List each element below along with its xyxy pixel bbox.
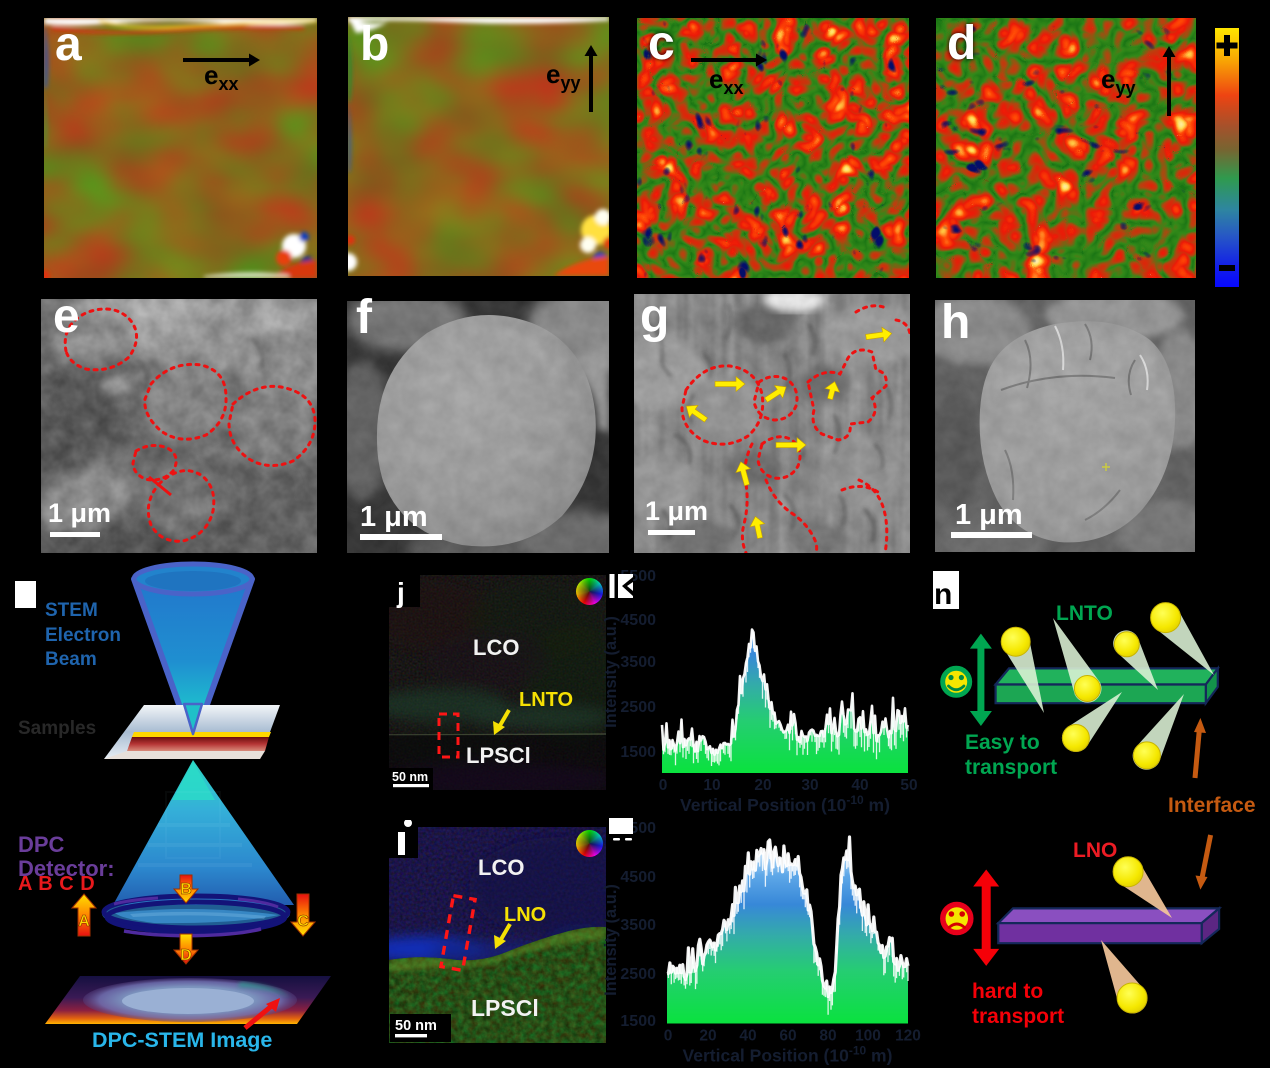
svg-text:Vertical Position (10-10 m): Vertical Position (10-10 m) — [683, 1044, 893, 1066]
svg-text:B: B — [180, 881, 192, 898]
svg-text:Intensity (a.u.): Intensity (a.u.) — [602, 616, 620, 728]
svg-text:40: 40 — [739, 1028, 756, 1045]
svg-text:1 μm: 1 μm — [360, 501, 428, 533]
svg-text:j: j — [396, 577, 405, 608]
svg-text:LPSCl: LPSCl — [471, 995, 539, 1021]
svg-text:20: 20 — [754, 777, 771, 794]
svg-text:Beam: Beam — [45, 649, 97, 670]
svg-text:LPSCl: LPSCl — [466, 743, 531, 768]
svg-text:hard to: hard to — [972, 980, 1043, 1003]
svg-text:Intensity (a.u.): Intensity (a.u.) — [602, 884, 620, 996]
svg-text:50: 50 — [900, 777, 917, 794]
svg-text:DPC: DPC — [18, 832, 65, 857]
svg-text:120: 120 — [895, 1028, 921, 1045]
svg-text:1500: 1500 — [620, 744, 656, 761]
svg-text:Samples: Samples — [18, 718, 96, 739]
svg-text:LNTO: LNTO — [519, 689, 573, 711]
svg-text:1 μm: 1 μm — [955, 499, 1023, 531]
svg-text:2500: 2500 — [620, 966, 656, 983]
svg-text:40: 40 — [851, 777, 868, 794]
svg-text:3500: 3500 — [620, 917, 656, 934]
svg-text:Interface: Interface — [1168, 794, 1256, 817]
svg-text:D: D — [180, 947, 192, 964]
svg-text:LNTO: LNTO — [1056, 602, 1113, 625]
svg-text:1500: 1500 — [620, 1013, 656, 1030]
svg-text:transport: transport — [972, 1005, 1064, 1028]
svg-text:exx: exx — [709, 64, 744, 98]
svg-text:60: 60 — [779, 1028, 796, 1045]
svg-text:n: n — [934, 578, 952, 611]
svg-text:0: 0 — [664, 1028, 673, 1045]
svg-text:50 nm: 50 nm — [392, 770, 428, 784]
svg-text:transport: transport — [965, 756, 1057, 779]
svg-text:1 μm: 1 μm — [48, 498, 111, 528]
svg-text:1 μm: 1 μm — [645, 496, 708, 526]
svg-text:80: 80 — [819, 1028, 836, 1045]
svg-text:3500: 3500 — [620, 654, 656, 671]
svg-text:0: 0 — [659, 777, 668, 794]
svg-text:LCO: LCO — [473, 635, 519, 660]
svg-text:Vertical Position (10-10 m): Vertical Position (10-10 m) — [680, 793, 890, 815]
svg-text:30: 30 — [801, 777, 818, 794]
svg-text:Easy to: Easy to — [965, 731, 1040, 754]
svg-text:LCO: LCO — [478, 855, 524, 880]
svg-text:4500: 4500 — [620, 869, 656, 886]
svg-text:LNO: LNO — [504, 904, 546, 926]
svg-text:2500: 2500 — [620, 699, 656, 716]
svg-text:C: C — [297, 913, 309, 930]
svg-text:4500: 4500 — [620, 612, 656, 629]
svg-text:50 nm: 50 nm — [395, 1018, 437, 1034]
svg-text:20: 20 — [699, 1028, 716, 1045]
svg-text:STEM: STEM — [45, 600, 98, 621]
svg-text:DPC-STEM Image: DPC-STEM Image — [92, 1028, 272, 1052]
svg-text:100: 100 — [855, 1028, 881, 1045]
svg-text:Detector:: Detector: — [18, 856, 115, 881]
svg-text:10: 10 — [703, 777, 720, 794]
svg-text:Electron: Electron — [45, 625, 121, 646]
svg-text:A B C D: A B C D — [18, 873, 95, 895]
svg-text:A: A — [78, 913, 90, 930]
svg-text:LNO: LNO — [1073, 839, 1117, 862]
